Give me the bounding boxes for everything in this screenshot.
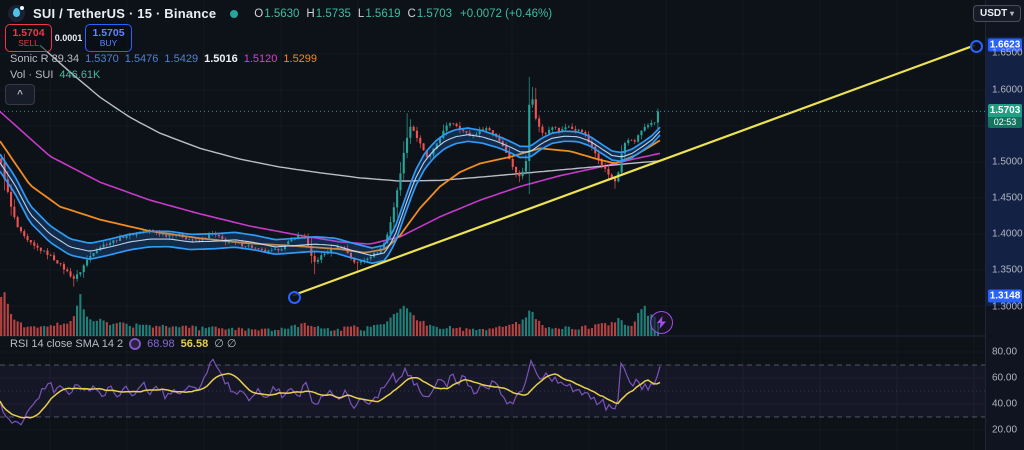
axis-tick-label: 20.00 xyxy=(992,424,1018,436)
order-buttons: 1.5704 SELL 0.0001 1.5705 BUY xyxy=(5,24,132,52)
sonic-r-title: Sonic R 89.34 xyxy=(10,53,80,65)
currency-toggle-button[interactable]: USDT ▾ xyxy=(972,5,1021,22)
high-value: 1.5735 xyxy=(315,7,351,20)
chart-header: SUI / TetherUS · 15 · Binance O1.5630 H1… xyxy=(8,5,552,22)
spread-value: 0.0001 xyxy=(54,33,83,43)
rsi-extra-values: ∅ ∅ xyxy=(214,338,237,350)
sonic-value-5: 1.5120 xyxy=(243,53,278,65)
sell-label: SELL xyxy=(18,38,39,49)
sell-button[interactable]: 1.5704 SELL xyxy=(5,24,52,52)
trendline-upper-price-tag: 1.6623 xyxy=(988,38,1022,52)
ohlc-readout: O1.5630 H1.5735 L1.5619 C1.5703 xyxy=(254,8,452,20)
axis-tick-label: 80.00 xyxy=(992,346,1018,358)
axis-tick-label: 1.6500 xyxy=(992,47,1023,59)
rsi-legend[interactable]: RSI 14 close SMA 14 2 68.98 56.58 ∅ ∅ xyxy=(10,337,236,350)
open-label: O xyxy=(254,7,264,20)
sonic-value-6: 1.5299 xyxy=(283,53,318,65)
last-price-tag: 1.5703 02:53 xyxy=(988,104,1022,128)
axis-tick-label: 1.6000 xyxy=(992,84,1023,96)
buy-button[interactable]: 1.5705 BUY xyxy=(85,24,132,52)
close-label: C xyxy=(407,7,416,20)
last-price-value: 1.5703 xyxy=(988,104,1022,117)
axis-tick-label: 1.5000 xyxy=(992,156,1023,168)
volume-value: 446.61K xyxy=(59,69,101,81)
buy-label: BUY xyxy=(99,38,118,49)
axis-highlight-range xyxy=(986,37,1024,306)
volume-title: Vol · SUI xyxy=(10,69,54,81)
axis-tick-label: 1.3000 xyxy=(992,301,1023,313)
open-value: 1.5630 xyxy=(264,7,300,20)
rsi-sma-value: 56.58 xyxy=(180,337,209,350)
sonic-r-legend[interactable]: Sonic R 89.34 1.5370 1.5476 1.5429 1.501… xyxy=(10,53,317,65)
rsi-title: RSI 14 close SMA 14 2 xyxy=(10,337,124,350)
trendline-anchor-end[interactable] xyxy=(970,40,983,53)
buy-price: 1.5705 xyxy=(92,26,125,39)
symbol-title[interactable]: SUI / TetherUS · 15 · Binance xyxy=(33,6,217,21)
price-axis[interactable]: 1.6623 1.5703 02:53 1.3148 1.6500 1.6000 1… xyxy=(985,0,1024,450)
sonic-value-4: 1.5016 xyxy=(204,53,238,65)
sell-price: 1.5704 xyxy=(12,26,45,39)
change-readout: +0.0072 (+0.46%) xyxy=(460,7,553,20)
collapse-legend-button[interactable]: ^ xyxy=(5,84,35,105)
axis-tick-label: 1.4000 xyxy=(992,228,1023,240)
high-label: H xyxy=(306,7,315,20)
axis-tick-label: 60.00 xyxy=(992,372,1018,384)
lightning-quick-trade-icon[interactable] xyxy=(650,311,673,334)
sonic-value-1: 1.5370 xyxy=(85,53,119,65)
axis-tick-label: 1.4500 xyxy=(992,192,1023,204)
market-status-icon xyxy=(230,9,239,18)
close-value: 1.5703 xyxy=(416,7,453,20)
bar-countdown: 02:53 xyxy=(988,117,1022,128)
rsi-indicator-icon xyxy=(129,337,142,350)
sonic-value-2: 1.5476 xyxy=(124,53,159,65)
trendline-anchor-start[interactable] xyxy=(288,291,301,304)
rsi-value: 68.98 xyxy=(147,337,175,350)
volume-legend[interactable]: Vol · SUI 446.61K xyxy=(10,69,100,81)
sonic-value-3: 1.5429 xyxy=(164,53,199,65)
axis-tick-label: 40.00 xyxy=(992,398,1018,410)
trendline-lower-price-tag: 1.3148 xyxy=(988,289,1022,303)
low-label: L xyxy=(357,7,365,20)
axis-tick-label: 1.3500 xyxy=(992,264,1023,276)
low-value: 1.5619 xyxy=(365,7,401,20)
sui-logo-icon xyxy=(8,5,25,22)
